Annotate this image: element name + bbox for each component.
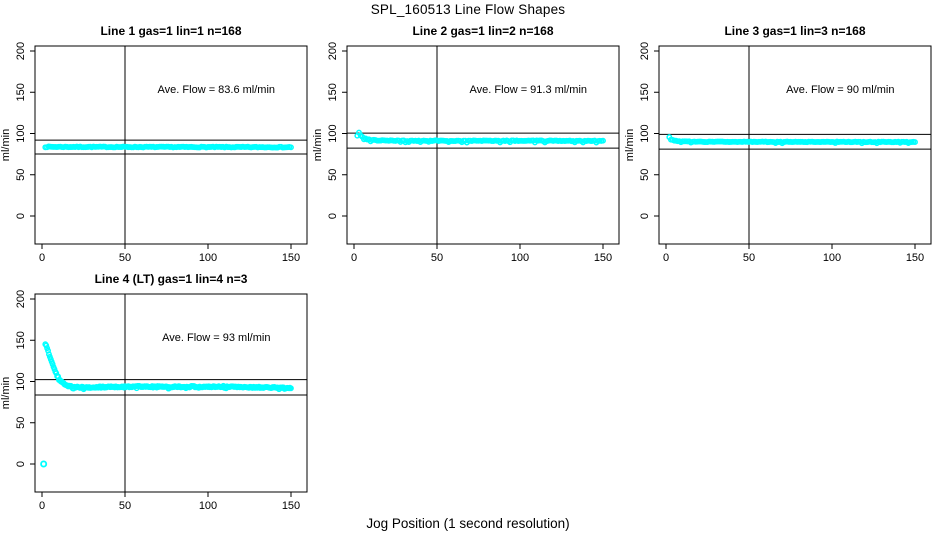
x-tick-label: 50 (119, 252, 131, 264)
y-tick-label: 50 (15, 417, 27, 429)
panel-line-2: 0 50 100 150 0 50 100 150 200 ml/min Line 2 gas=1 … (312, 20, 624, 268)
y-tick-label: 150 (15, 83, 27, 101)
y-tick-label: 200 (15, 42, 27, 60)
ave-flow-annotation: Ave. Flow = 93 ml/min (162, 332, 270, 344)
data-point (912, 139, 918, 146)
panel-line-4-plot: 0 50 100 150 0 50 100 150 200 ml/min Line 4 (LT) g… (0, 272, 308, 512)
panel-line-1-plot: 0 50 100 150 0 50 100 150 200 ml/min Line 1 gas=1 … (0, 24, 308, 264)
y-tick-label: 150 (15, 331, 27, 349)
ave-flow-annotation: Ave. Flow = 83.6 ml/min (158, 84, 275, 96)
y-tick-label: 200 (327, 42, 339, 60)
y-tick-label: 0 (639, 213, 651, 219)
y-tick-label: 150 (639, 83, 651, 101)
outlier-point (40, 460, 48, 468)
y-axis-label: ml/min (0, 129, 12, 161)
y-tick-label: 50 (327, 169, 339, 181)
y-tick-label: 200 (15, 290, 27, 308)
panel-line-3-plot: 0 50 100 150 0 50 100 150 200 ml/min Line 3 gas=1 … (624, 24, 932, 264)
y-tick-label: 50 (15, 169, 27, 181)
plot-box (34, 293, 308, 493)
x-tick-label: 150 (282, 252, 300, 264)
ave-flow-annotation: Ave. Flow = 91.3 ml/min (470, 84, 587, 96)
y-axis-label: ml/min (624, 129, 636, 161)
data-point (43, 342, 50, 349)
panel-line-2-plot: 0 50 100 150 0 50 100 150 200 ml/min Line 2 gas=1 … (312, 24, 620, 264)
data-point (288, 144, 294, 151)
panel-line-1: 0 50 100 150 0 50 100 150 200 ml/min Line 1 gas=1 … (0, 20, 312, 268)
y-tick-label: 100 (327, 124, 339, 142)
plot-box (658, 45, 932, 245)
plot-box (34, 45, 308, 245)
data-point (600, 137, 606, 144)
x-tick-label: 0 (663, 252, 669, 264)
data-point (287, 385, 294, 392)
x-tick-label: 50 (431, 252, 443, 264)
x-tick-label: 100 (199, 252, 217, 264)
panel-title: Line 3 gas=1 lin=3 n=168 (724, 24, 865, 38)
x-tick-label: 150 (282, 500, 300, 512)
panel-title: Line 4 (LT) gas=1 lin=4 n=3 (95, 272, 248, 286)
y-tick-label: 0 (15, 461, 27, 467)
y-tick-label: 50 (639, 169, 651, 181)
x-tick-label: 0 (351, 252, 357, 264)
ave-flow-annotation: Ave. Flow = 90 ml/min (786, 84, 894, 96)
x-tick-label: 50 (743, 252, 755, 264)
panel-title: Line 1 gas=1 lin=1 n=168 (100, 24, 241, 38)
x-tick-label: 0 (39, 500, 45, 512)
panel-line-4: 0 50 100 150 0 50 100 150 200 ml/min Line 4 (LT) g… (0, 268, 312, 516)
y-tick-label: 100 (15, 124, 27, 142)
y-tick-label: 100 (15, 372, 27, 390)
y-axis-label: ml/min (312, 129, 324, 161)
x-axis-label: Jog Position (1 second resolution) (366, 516, 570, 531)
y-tick-label: 200 (639, 42, 651, 60)
panel-line-3: 0 50 100 150 0 50 100 150 200 ml/min Line 3 gas=1 … (624, 20, 936, 268)
y-axis-label: ml/min (0, 377, 12, 409)
x-tick-label: 100 (199, 500, 217, 512)
y-tick-label: 150 (327, 83, 339, 101)
y-tick-label: 0 (327, 213, 339, 219)
x-tick-label: 0 (39, 252, 45, 264)
data-point (49, 361, 56, 368)
y-tick-label: 0 (15, 213, 27, 219)
x-tick-label: 100 (511, 252, 529, 264)
x-tick-label: 100 (823, 252, 841, 264)
y-tick-label: 100 (639, 124, 651, 142)
panel-title: Line 2 gas=1 lin=2 n=168 (412, 24, 553, 38)
figure-title: SPL_160513 Line Flow Shapes (370, 2, 566, 17)
x-tick-label: 150 (906, 252, 924, 264)
plot-box (346, 45, 620, 245)
x-tick-label: 150 (594, 252, 612, 264)
x-tick-label: 50 (119, 500, 131, 512)
